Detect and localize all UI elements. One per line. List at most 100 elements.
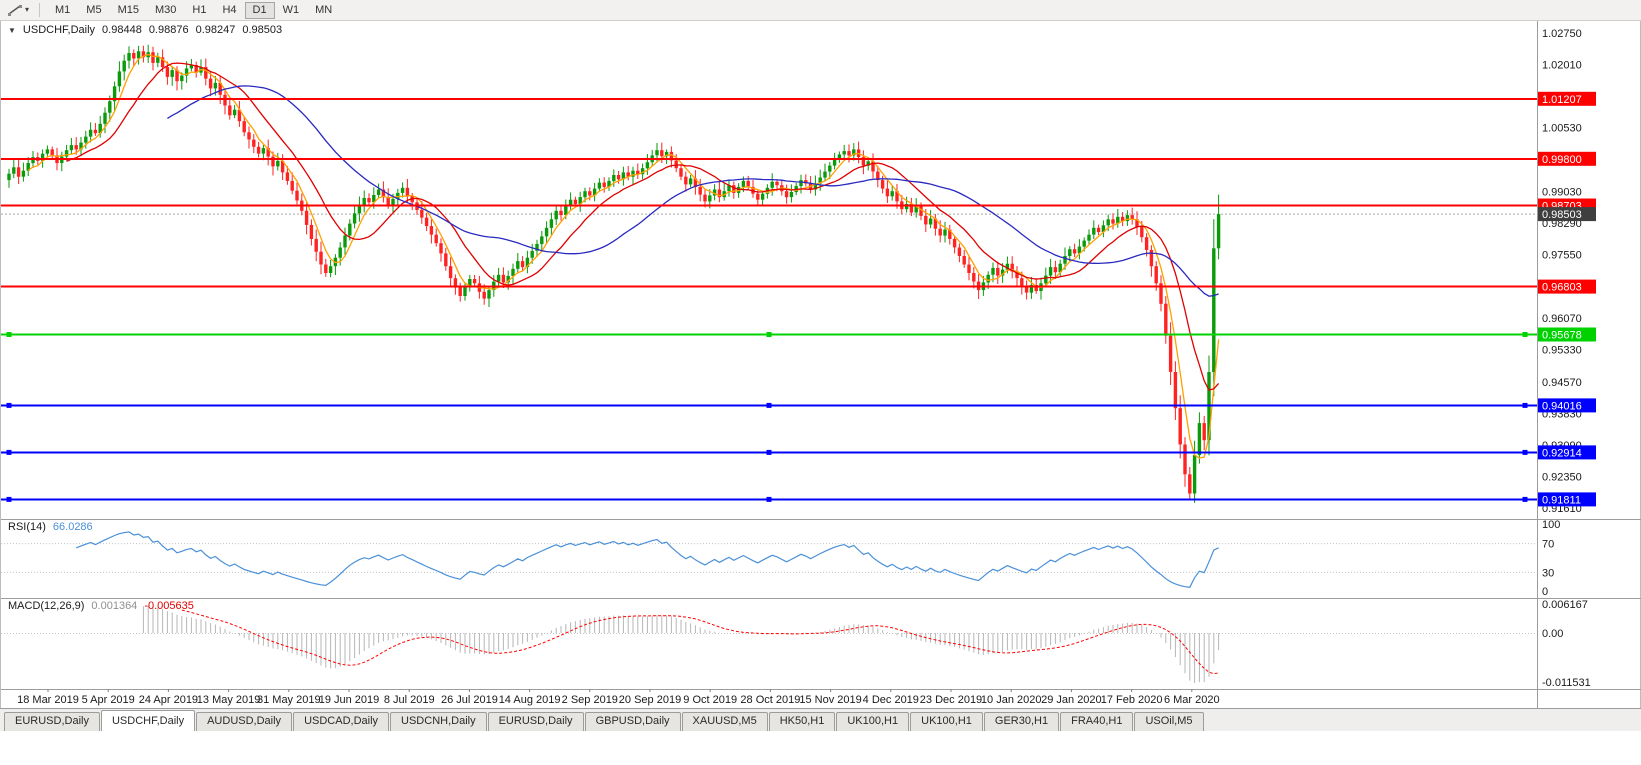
price-badge-0.91811: 0.91811 <box>1538 492 1596 507</box>
dropdown-caret-icon: ▾ <box>25 5 30 14</box>
time-axis-label: 10 Jan 2020 <box>981 694 1042 706</box>
chart-tab-usdchf-daily[interactable]: USDCHF,Daily <box>100 710 196 731</box>
timeframe-button-d1[interactable]: D1 <box>244 1 275 19</box>
chart-tab-eurusd-daily[interactable]: EURUSD,Daily <box>487 712 584 731</box>
chart-tab-usdcnh-daily[interactable]: USDCNH,Daily <box>390 712 487 731</box>
price-chart-canvas[interactable]: 1.027501.020101.012701.005300.997900.990… <box>1 21 1641 519</box>
time-axis-label: 18 Mar 2019 <box>17 694 79 706</box>
chart-tab-uk100-h1[interactable]: UK100,H1 <box>836 712 910 731</box>
macd-axis-label: -0.011531 <box>1542 677 1591 689</box>
svg-text:1.01207: 1.01207 <box>1542 94 1582 106</box>
time-axis-label: 29 Jan 2020 <box>1041 694 1102 706</box>
rsi-line <box>75 531 1219 588</box>
time-axis-label: 31 May 2019 <box>257 694 321 706</box>
price-badge-0.94016: 0.94016 <box>1538 398 1596 413</box>
line-studies-dropdown[interactable]: ▾ <box>4 2 32 18</box>
price-badge-0.99800: 0.99800 <box>1538 151 1596 166</box>
macd-panel: 0.006167 0.00 -0.011531 MACD(12,26,9) 0.00… <box>1 598 1641 689</box>
time-axis-label: 15 Nov 2019 <box>799 694 861 706</box>
time-axis-label: 23 Dec 2019 <box>920 694 982 706</box>
line-handle[interactable] <box>1522 449 1528 455</box>
svg-text:0.92350: 0.92350 <box>1542 471 1582 483</box>
chart-tab-fra40-h1[interactable]: FRA40,H1 <box>1060 712 1134 731</box>
current-price-badge: 0.98503 <box>1538 207 1596 222</box>
timeframe-button-h1[interactable]: H1 <box>184 2 214 19</box>
timeframe-button-m15[interactable]: M15 <box>110 2 147 19</box>
line-handle[interactable] <box>766 332 772 337</box>
chart-tab-usoil-m5[interactable]: USOil,M5 <box>1134 712 1204 731</box>
svg-text:0.96803: 0.96803 <box>1542 282 1582 294</box>
svg-text:0.98290: 0.98290 <box>1542 218 1582 230</box>
price-badge-0.95678: 0.95678 <box>1538 327 1596 342</box>
svg-text:0.96070: 0.96070 <box>1542 313 1582 325</box>
macd-signal-line <box>181 609 1219 675</box>
time-axis-label: 24 Apr 2019 <box>139 694 198 706</box>
ma-5-line[interactable] <box>27 53 1220 459</box>
line-handle[interactable] <box>6 332 12 337</box>
rsi-axis-label: 100 <box>1542 519 1560 531</box>
time-axis-label: 5 Apr 2019 <box>82 694 135 706</box>
macd-histogram <box>142 606 1220 683</box>
chart-tab-xauusd-m5[interactable]: XAUUSD,M5 <box>681 712 768 731</box>
rsi-axis-label: 70 <box>1542 539 1554 551</box>
rsi-panel: 100 70 30 0 RSI(14) 66.0286 <box>1 519 1641 598</box>
price-badge-0.92914: 0.92914 <box>1538 445 1596 460</box>
macd-indicator-canvas[interactable]: 0.006167 0.00 -0.011531 <box>1 598 1641 689</box>
svg-text:0.97550: 0.97550 <box>1542 250 1582 262</box>
svg-text:0.99800: 0.99800 <box>1542 154 1582 166</box>
horizontal-line-0.94016[interactable] <box>1 402 1537 408</box>
time-axis-label: 19 Jun 2019 <box>319 694 380 706</box>
svg-text:0.94570: 0.94570 <box>1542 377 1582 389</box>
chart-tab-ger30-h1[interactable]: GER30,H1 <box>983 712 1060 731</box>
timeframe-buttons-group: M1 M5 M15 M30 H1 H4 D1 W1 MN <box>47 1 340 19</box>
chart-tab-gbpusd-daily[interactable]: GBPUSD,Daily <box>584 712 681 731</box>
timeframe-button-m1[interactable]: M1 <box>47 2 78 19</box>
chart-tab-uk100-h1[interactable]: UK100,H1 <box>910 712 983 731</box>
svg-text:1.02010: 1.02010 <box>1542 60 1582 72</box>
line-handle[interactable] <box>1522 332 1528 337</box>
time-axis-label: 26 Jul 2019 <box>441 694 498 706</box>
candles-layer <box>7 44 1221 503</box>
timeframe-button-m5[interactable]: M5 <box>78 2 109 19</box>
time-axis-label: 9 Oct 2019 <box>683 694 737 706</box>
time-axis-label: 6 Mar 2020 <box>1164 694 1220 706</box>
rsi-axis-label: 0 <box>1542 586 1548 598</box>
svg-text:0.99030: 0.99030 <box>1542 187 1582 199</box>
price-badge-0.96803: 0.96803 <box>1538 279 1596 294</box>
time-axis-label: 28 Oct 2019 <box>740 694 800 706</box>
svg-text:0.92914: 0.92914 <box>1542 447 1582 459</box>
line-handle[interactable] <box>6 402 12 408</box>
ma-13-line[interactable] <box>66 62 1220 391</box>
time-axis-strip: 18 Mar 2019 5 Apr 2019 24 Apr 2019 13 May 2… <box>1 689 1641 708</box>
chart-tab-hk50-h1[interactable]: HK50,H1 <box>768 712 836 731</box>
chart-tabs-bar: EURUSD,Daily USDCHF,Daily AUDUSD,Daily USDC… <box>0 708 1641 731</box>
line-handle[interactable] <box>1522 496 1528 502</box>
line-handle[interactable] <box>1522 402 1528 408</box>
line-handle[interactable] <box>766 402 772 408</box>
rsi-axis-label: 30 <box>1542 567 1554 579</box>
line-handle[interactable] <box>6 449 12 455</box>
timeframe-button-m30[interactable]: M30 <box>147 2 184 19</box>
horizontal-line-0.95678[interactable] <box>1 332 1537 337</box>
line-handle[interactable] <box>766 449 772 455</box>
timeframe-toolbar: ▾ M1 M5 M15 M30 H1 H4 D1 W1 MN <box>0 0 1641 21</box>
rsi-indicator-canvas[interactable]: 100 70 30 0 <box>1 519 1641 598</box>
chart-tab-eurusd-daily[interactable]: EURUSD,Daily <box>4 712 100 731</box>
horizontal-line-0.92914[interactable] <box>1 449 1537 455</box>
line-handle[interactable] <box>766 496 772 502</box>
timeframe-button-h4[interactable]: H4 <box>214 2 244 19</box>
svg-text:1.00530: 1.00530 <box>1542 123 1582 135</box>
price-panel: 1.027501.020101.012701.005300.997900.990… <box>1 21 1640 519</box>
price-badge-1.01207: 1.01207 <box>1538 91 1596 106</box>
time-axis-label: 13 May 2019 <box>197 694 261 706</box>
line-handle[interactable] <box>6 496 12 502</box>
svg-text:0.94016: 0.94016 <box>1542 400 1582 412</box>
timeframe-button-w1[interactable]: W1 <box>275 2 308 19</box>
svg-text:0.98503: 0.98503 <box>1542 209 1582 221</box>
timeframe-button-mn[interactable]: MN <box>307 2 340 19</box>
svg-text:0.95330: 0.95330 <box>1542 344 1582 356</box>
chart-tab-usdcad-daily[interactable]: USDCAD,Daily <box>293 712 390 731</box>
chart-tab-audusd-daily[interactable]: AUDUSD,Daily <box>196 712 293 731</box>
horizontal-line-0.91811[interactable] <box>1 496 1537 502</box>
